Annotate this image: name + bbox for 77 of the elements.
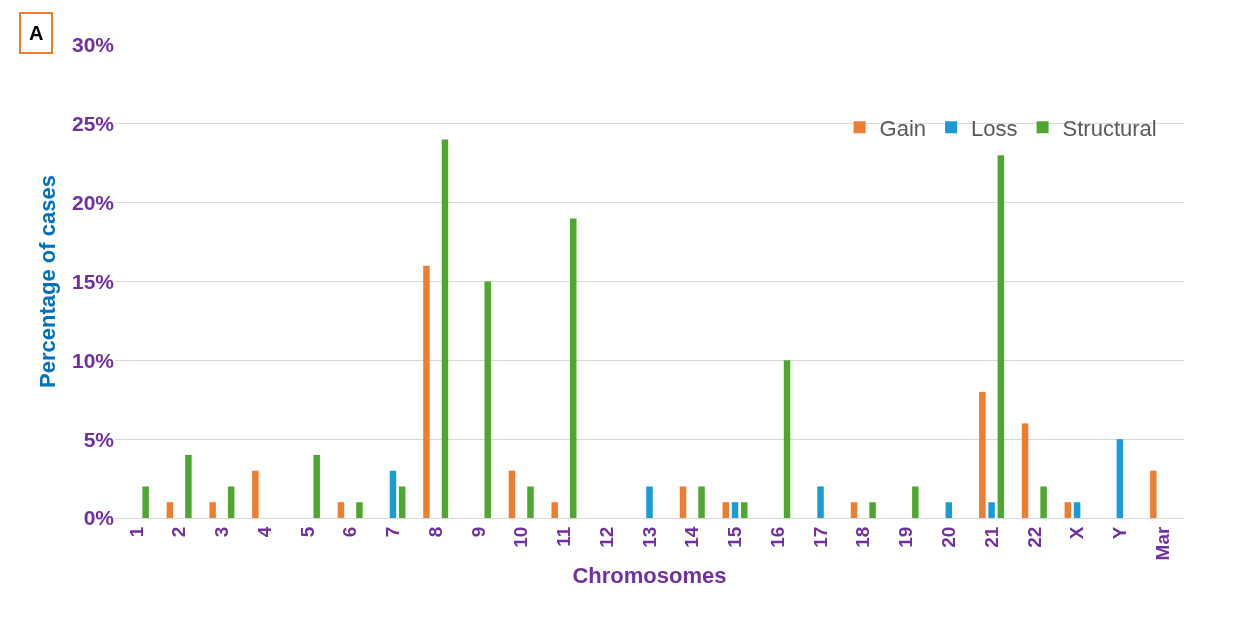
bar	[979, 391, 986, 518]
x-tick-label: 8	[424, 526, 446, 538]
x-tick-label: 12	[595, 526, 617, 548]
x-tick-label: 16	[766, 526, 788, 548]
bar	[1064, 502, 1072, 518]
x-tick-label: 9	[467, 526, 489, 538]
y-tick-label: 15%	[71, 269, 115, 293]
x-tick-label: 4	[253, 526, 275, 538]
bar	[1150, 470, 1157, 518]
x-tick-label: 11	[553, 526, 575, 547]
bar	[679, 486, 687, 518]
x-tick-label: 3	[211, 526, 233, 538]
x-tick-label: 18	[852, 526, 874, 548]
bar	[945, 502, 953, 518]
legend-label: Loss	[971, 115, 1018, 141]
bar	[741, 502, 748, 518]
bar	[869, 502, 876, 518]
x-tick-label: 14	[681, 526, 703, 548]
x-tick-label: 22	[1023, 526, 1045, 548]
x-tick-label: 6	[339, 526, 361, 538]
text: A	[29, 22, 44, 44]
y-axis-title: Percentage of cases	[34, 175, 60, 388]
bar	[912, 486, 919, 518]
y-tick-label: 30%	[71, 33, 115, 57]
bar	[185, 454, 192, 518]
bar	[646, 486, 653, 518]
bar	[389, 470, 397, 518]
bar	[337, 502, 345, 518]
bar	[783, 360, 791, 518]
x-tick-label: 21	[980, 526, 1002, 548]
x-tick-label: 20	[937, 526, 959, 548]
x-tick-label: 1	[125, 526, 147, 538]
bar	[731, 502, 739, 518]
y-tick-label: 5%	[83, 427, 115, 451]
bar	[252, 470, 259, 518]
bar	[1040, 486, 1047, 518]
bar	[484, 281, 491, 518]
legend-label: Structural	[1062, 115, 1157, 141]
bar	[142, 486, 149, 518]
x-tick-label: 10	[510, 526, 532, 548]
x-tick-label: 13	[638, 526, 660, 548]
bar	[423, 265, 430, 518]
x-tick-label: 2	[168, 526, 190, 538]
bar	[570, 218, 577, 518]
bar	[398, 486, 406, 518]
x-tick-label: Y	[1109, 526, 1131, 540]
y-tick-label: 25%	[71, 112, 115, 136]
bar	[997, 155, 1005, 518]
bar	[356, 502, 363, 518]
bar	[1073, 502, 1081, 518]
bar	[209, 502, 216, 518]
bar	[166, 502, 174, 518]
x-tick-label: X	[1066, 526, 1088, 540]
x-tick-label: 7	[382, 526, 404, 538]
x-tick-label: 17	[809, 526, 831, 548]
bar	[441, 139, 449, 518]
bar	[817, 486, 824, 518]
x-tick-label: Mar	[1151, 526, 1173, 561]
x-axis-title: Chromosomes	[572, 563, 727, 589]
bar	[551, 502, 558, 518]
y-tick-label: 20%	[71, 191, 115, 215]
x-tick-label: 5	[296, 526, 318, 538]
x-tick-label: 15	[724, 526, 746, 548]
bar	[698, 486, 705, 518]
bar	[988, 502, 995, 518]
legend-label: Gain	[879, 115, 927, 141]
bar	[527, 486, 534, 518]
bar	[722, 502, 729, 518]
x-tick-label: 19	[895, 526, 917, 548]
bar	[1116, 439, 1124, 518]
bar	[850, 502, 858, 518]
y-tick-label: 10%	[71, 348, 115, 372]
bar	[227, 486, 235, 518]
bar	[313, 454, 320, 518]
bar	[1021, 423, 1029, 518]
bar	[508, 470, 516, 518]
y-tick-label: 0%	[83, 506, 115, 530]
